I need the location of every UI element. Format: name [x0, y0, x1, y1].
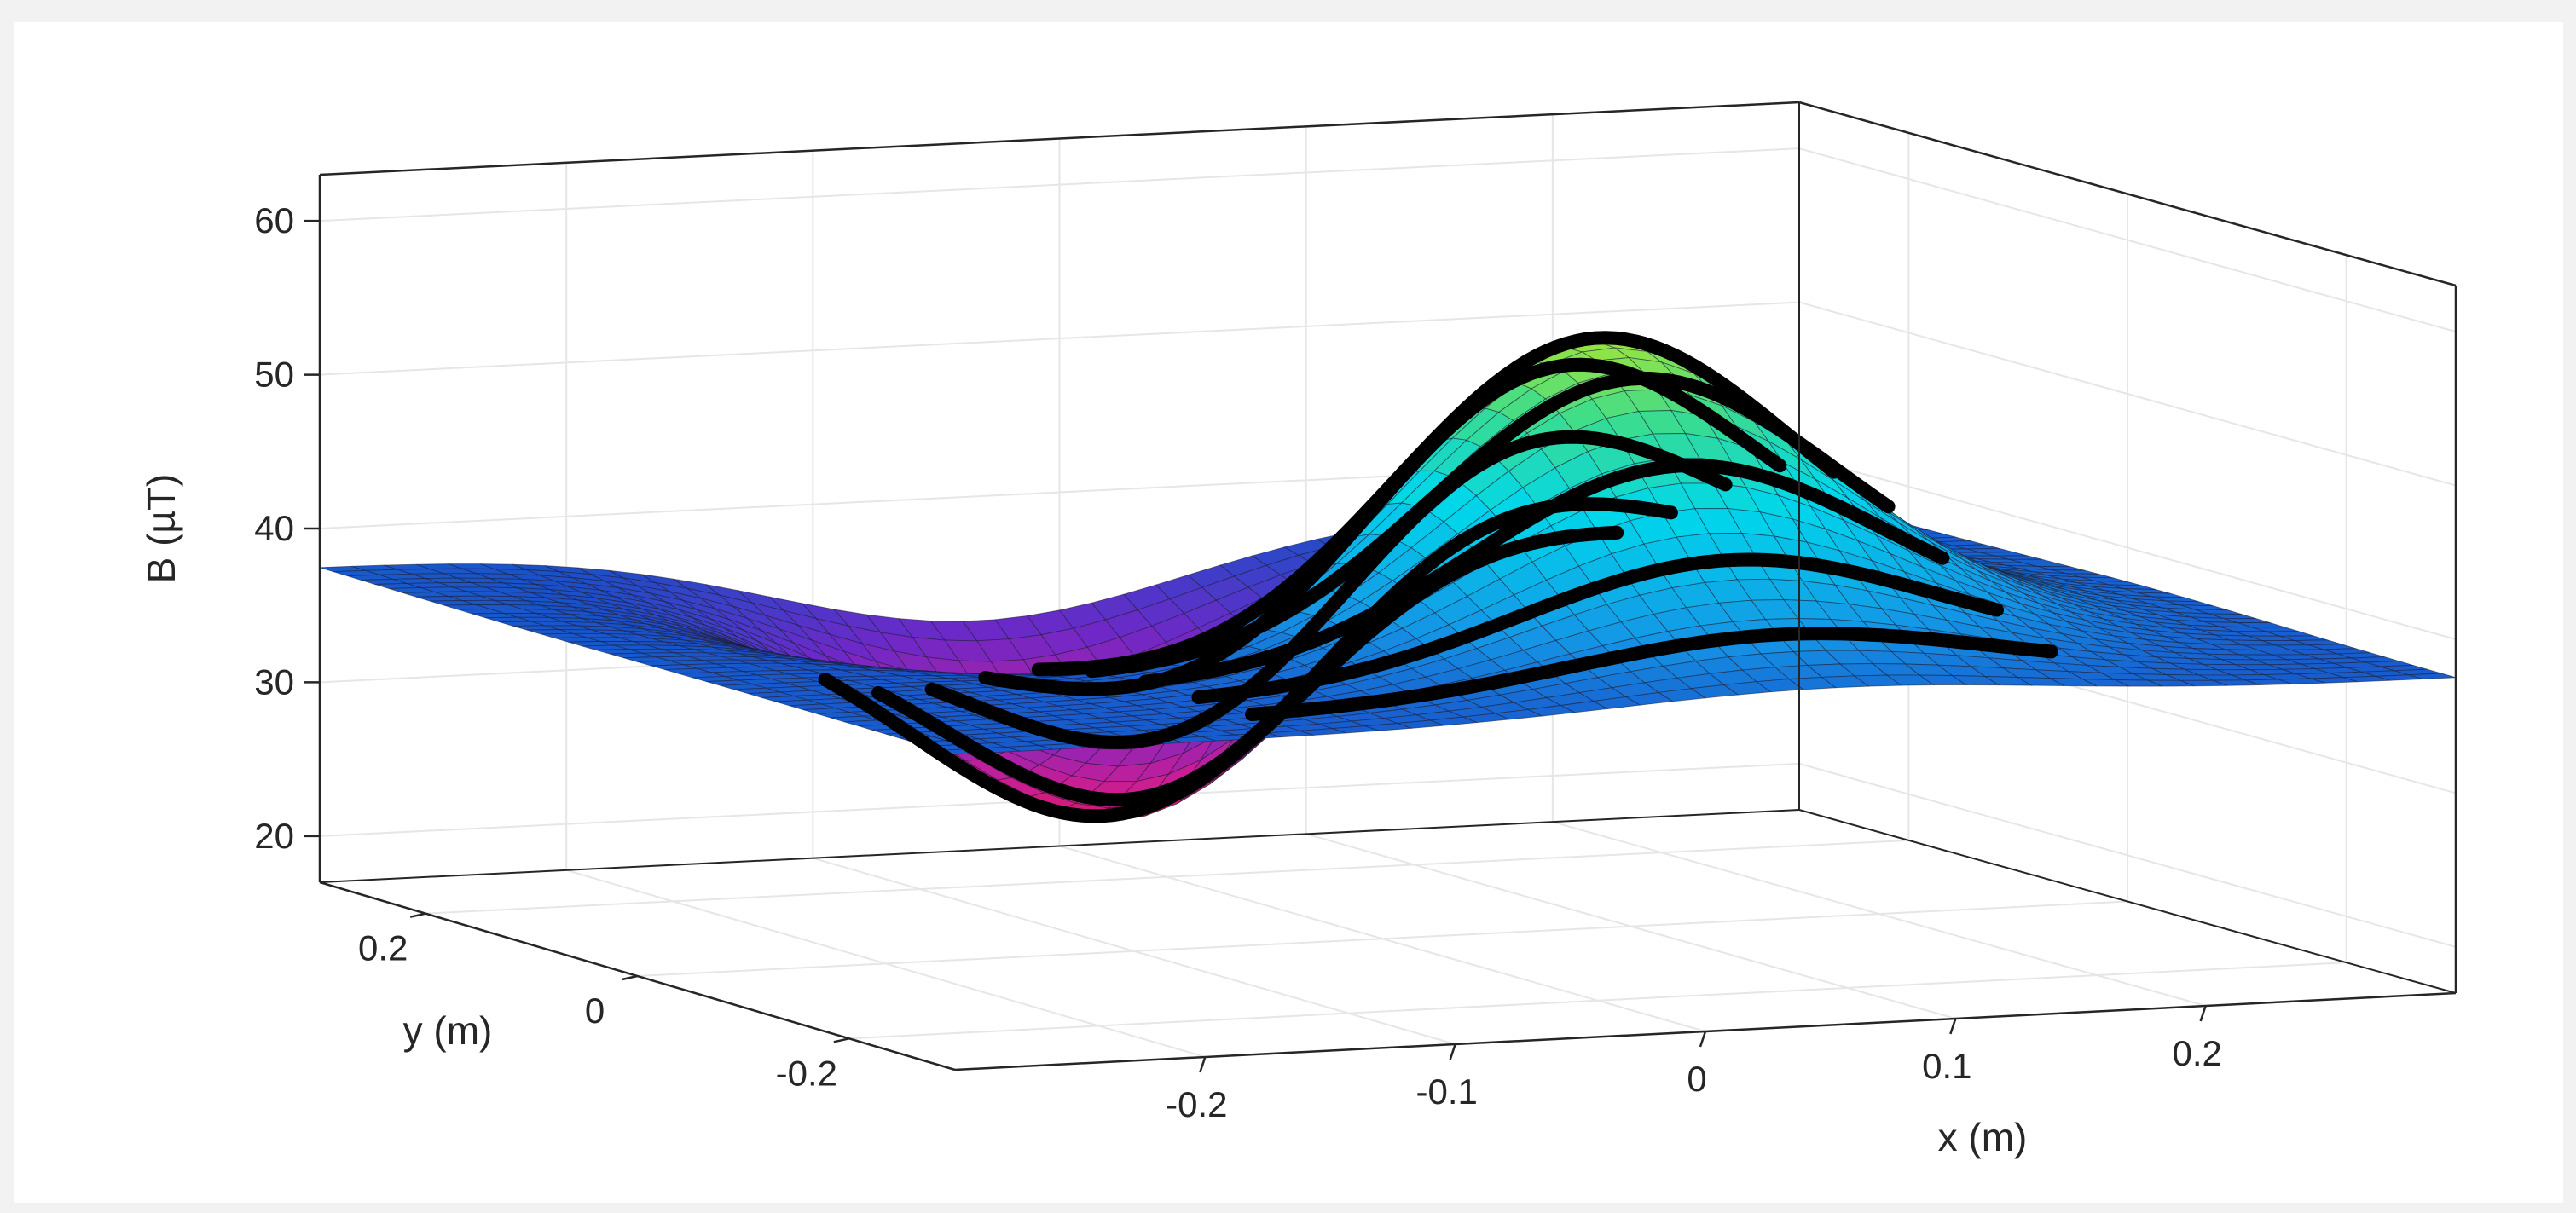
- survey-line-6: [978, 357, 1787, 696]
- floor-grid-line: [848, 962, 2347, 1040]
- y-tick-mark: [833, 1037, 850, 1043]
- y-tick-label: 0: [585, 991, 605, 1031]
- z-tick-label: 30: [254, 661, 294, 702]
- box-top-right-edge: [1798, 101, 2457, 287]
- x-tick-mark: [2199, 1005, 2207, 1022]
- surface-mesh: [319, 342, 2457, 823]
- x-tick-mark: [1199, 1056, 1207, 1073]
- grid-lines: [319, 114, 2457, 1058]
- y-tick-mark: [622, 974, 638, 981]
- x-tick-label: 0.2: [2172, 1033, 2221, 1073]
- x-tick-label: 0.1: [1922, 1046, 1971, 1086]
- x-tick-label: -0.2: [1166, 1084, 1227, 1124]
- x-axis-label: x (m): [1938, 1115, 2028, 1159]
- box-top-back-edge: [319, 101, 1800, 176]
- surface-cell: [2408, 673, 2457, 679]
- survey-line-9: [818, 525, 1624, 823]
- survey-line-1: [1245, 627, 2058, 721]
- x-tick-mark: [1699, 1031, 1707, 1048]
- x-tick-label: -0.1: [1415, 1071, 1477, 1112]
- y-tick-mark: [409, 912, 426, 918]
- y-tick-label: -0.2: [776, 1053, 837, 1093]
- box-back-floor-edge: [319, 809, 1800, 883]
- z-axis-label: B (µT): [139, 474, 183, 584]
- y-tick-label: 0.2: [358, 928, 408, 968]
- survey-lines: [818, 331, 2058, 823]
- z-tick-label: 40: [254, 508, 294, 548]
- tick-labels: 20 30 40 50 60 -0.2 -0.1 0 0.1 0.2 -0.2 0 0.2: [254, 200, 2222, 1124]
- box-floor-right-edge: [1798, 809, 2457, 994]
- z-tick-label: 20: [254, 816, 294, 856]
- z-tick-label: 50: [254, 355, 294, 395]
- x-tick-mark: [1949, 1018, 1957, 1035]
- y-axis-label: y (m): [403, 1008, 493, 1053]
- z-tick-label: 60: [254, 200, 294, 240]
- floor-grid-line: [425, 839, 1909, 915]
- x-tick-label: 0: [1687, 1059, 1706, 1099]
- survey-line-7: [924, 430, 1733, 749]
- floor-grid-line: [637, 900, 2128, 977]
- survey-line-2: [1191, 552, 2004, 704]
- x-tick-mark: [1449, 1043, 1456, 1060]
